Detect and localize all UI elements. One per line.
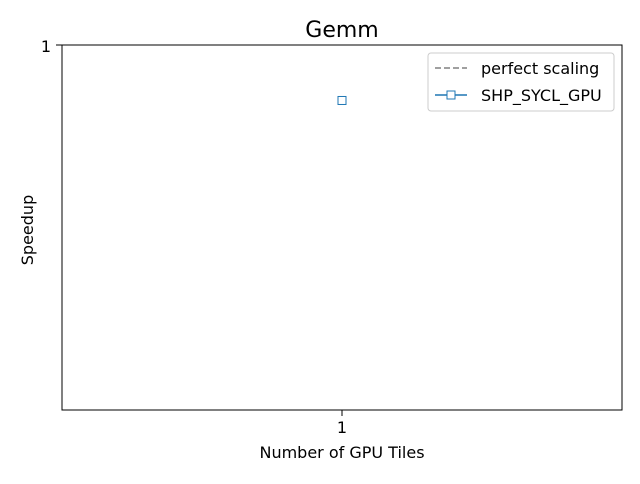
chart-title: Gemm [305, 18, 378, 43]
data-layer [337, 95, 347, 105]
legend: perfect scaling SHP_SYCL_GPU [427, 52, 615, 112]
y-tick-label: 1 [41, 37, 51, 56]
legend-box [427, 52, 615, 112]
y-axis-label: Speedup [18, 195, 37, 265]
x-tick-label: 1 [337, 418, 347, 437]
x-axis-label: Number of GPU Tiles [259, 443, 424, 462]
legend-shp-sycl-gpu-label: SHP_SYCL_GPU [481, 86, 602, 106]
data-point-shp-sycl-gpu [337, 95, 347, 105]
legend-perfect-scaling-label: perfect scaling [481, 59, 599, 78]
legend-shp-sycl-gpu-marker [446, 90, 456, 100]
